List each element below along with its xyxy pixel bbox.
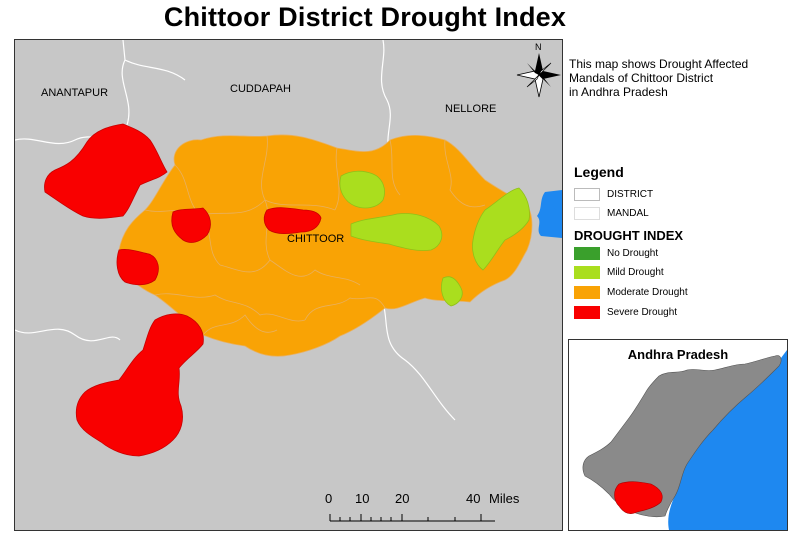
inset-state[interactable] xyxy=(582,355,782,518)
north-label: N xyxy=(535,42,542,52)
label-nellore: NELLORE xyxy=(445,103,497,115)
severe-drought-south xyxy=(75,313,204,457)
description-line-2: Mandals of Chittoor District xyxy=(569,71,714,85)
description-line-1: This map shows Drought Affected xyxy=(569,57,749,71)
scale-unit: Miles xyxy=(489,491,520,506)
legend-label-mild-drought: Mild Drought xyxy=(607,267,664,278)
description-line-3: in Andhra Pradesh xyxy=(569,85,668,99)
severe-drought-west xyxy=(44,123,168,219)
severe-drought-swatch xyxy=(574,306,600,319)
mild-drought-north xyxy=(339,170,385,209)
legend-label-moderate-drought: Moderate Drought xyxy=(607,287,688,298)
severe-drought-center-west xyxy=(171,207,211,243)
moderate-drought-area[interactable] xyxy=(117,134,533,357)
legend-title: Legend xyxy=(574,164,624,180)
inset-title: Andhra Pradesh xyxy=(627,347,729,362)
legend-label-no-drought: No Drought xyxy=(607,248,659,259)
label-chittoor: CHITTOOR xyxy=(287,233,345,245)
mild-drought-southeast xyxy=(441,276,463,307)
inset-chittoor[interactable] xyxy=(614,481,663,514)
inset-canvas xyxy=(569,340,787,530)
map-description: This map shows Drought Affected Mandals … xyxy=(569,57,784,99)
inset-map[interactable]: Andhra Pradesh xyxy=(568,339,788,531)
mild-drought-swatch xyxy=(574,266,600,279)
mild-drought-central xyxy=(350,213,443,251)
legend-label-severe-drought: Severe Drought xyxy=(607,307,678,318)
mandal-swatch xyxy=(574,207,600,220)
scale-tick-0: 0 xyxy=(325,491,333,506)
label-cuddapah: CUDDAPAH xyxy=(230,83,291,95)
scale-tick-40: 40 xyxy=(466,491,481,506)
sea-area-small xyxy=(551,194,562,212)
severe-drought-center xyxy=(263,207,322,235)
mild-drought-areas[interactable] xyxy=(339,170,530,307)
scale-tick-10: 10 xyxy=(355,491,370,506)
no-drought-swatch xyxy=(574,247,600,260)
label-anantapur: ANANTAPUR xyxy=(41,87,109,99)
main-map[interactable]: ANANTAPUR CUDDAPAH NELLORE CHITTOOR N 0 … xyxy=(14,39,563,531)
severe-drought-areas[interactable] xyxy=(44,123,322,457)
map-title: Chittoor District Drought Index xyxy=(163,2,567,32)
legend-label-district: DISTRICT xyxy=(607,189,654,200)
district-swatch xyxy=(574,188,600,201)
mild-drought-east xyxy=(472,187,530,271)
inset-sea xyxy=(668,350,787,530)
north-arrow-icon xyxy=(516,53,561,98)
map-canvas xyxy=(15,40,562,522)
scale-bar xyxy=(329,514,495,522)
moderate-drought-swatch xyxy=(574,286,600,299)
scale-tick-20: 20 xyxy=(395,491,410,506)
legend-label-mandal: MANDAL xyxy=(607,208,649,219)
drought-index-title: DROUGHT INDEX xyxy=(574,228,684,243)
severe-drought-southwest-1 xyxy=(116,249,159,286)
